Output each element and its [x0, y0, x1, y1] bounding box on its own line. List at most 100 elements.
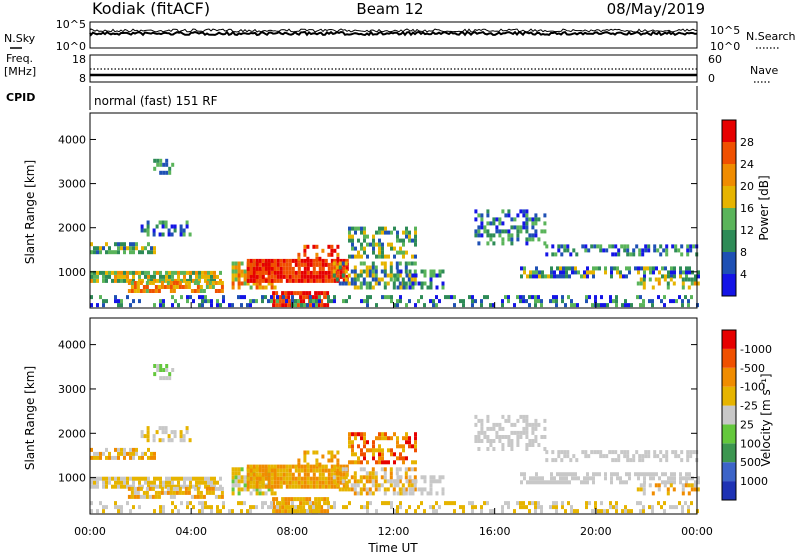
velocity-cell: [531, 422, 535, 427]
velocity-cell: [372, 440, 375, 445]
velocity-cell: [315, 458, 319, 463]
power-cell: [147, 274, 150, 279]
power-cell: [519, 295, 522, 300]
colorbar-tick-label: 12: [740, 224, 754, 237]
velocity-cell: [402, 444, 405, 449]
power-cell: [642, 277, 646, 282]
velocity-cell: [192, 476, 195, 481]
y-tick-label: 3000: [58, 383, 86, 396]
velocity-cell: [174, 476, 177, 481]
power-cell: [303, 258, 307, 263]
power-cell: [691, 270, 694, 275]
velocity-cell: [643, 476, 646, 481]
velocity-cell: [386, 487, 390, 492]
power-cell: [557, 248, 561, 253]
velocity-cell: [414, 444, 417, 449]
velocity-cell: [132, 447, 135, 452]
power-cell: [317, 291, 321, 296]
power-cell: [528, 233, 532, 238]
power-cell: [284, 291, 288, 296]
power-cell: [662, 248, 666, 253]
velocity-cell: [166, 490, 170, 495]
velocity-cell: [180, 501, 183, 506]
velocity-cell: [501, 435, 505, 439]
velocity-cell: [294, 484, 298, 489]
velocity-cell: [272, 509, 276, 514]
velocity-cell: [554, 458, 558, 463]
velocity-cell: [210, 480, 213, 485]
power-cell: [405, 230, 408, 235]
power-cell: [314, 295, 318, 300]
velocity-cell: [538, 480, 541, 485]
velocity-cell: [214, 494, 218, 499]
power-cell: [561, 299, 564, 304]
velocity-cell: [525, 418, 529, 423]
x-tick-label: 00:00: [681, 525, 713, 538]
velocity-cell: [389, 475, 393, 480]
power-cell: [423, 281, 427, 286]
velocity-cell: [562, 476, 565, 481]
velocity-cell: [139, 494, 143, 499]
power-cell: [519, 229, 523, 234]
velocity-cell: [305, 501, 309, 506]
velocity-cell: [309, 505, 312, 510]
velocity-cell: [507, 414, 511, 419]
velocity-cell: [480, 505, 483, 510]
power-cell: [389, 273, 393, 278]
power-cell: [667, 270, 670, 275]
power-cell: [423, 269, 427, 274]
velocity-cell: [270, 480, 274, 485]
colorbar-swatch: [722, 142, 736, 164]
power-cell: [308, 291, 312, 296]
power-cell: [312, 262, 316, 267]
velocity-cell: [371, 483, 375, 488]
power-cell: [276, 258, 280, 263]
velocity-cell: [381, 460, 384, 465]
power-cell: [363, 234, 366, 239]
power-cell: [474, 229, 478, 234]
power-cell: [480, 233, 484, 238]
power-cell: [332, 273, 336, 278]
velocity-cell: [528, 509, 531, 514]
power-cell: [281, 291, 285, 296]
power-cell: [531, 225, 535, 230]
power-cell: [360, 246, 363, 251]
power-cell: [604, 270, 607, 275]
power-cell: [557, 244, 561, 249]
power-cell: [108, 270, 111, 275]
power-cell: [625, 266, 628, 271]
power-cell: [120, 299, 123, 304]
power-cell: [327, 299, 330, 304]
power-cell: [117, 274, 120, 279]
velocity-cell: [501, 509, 504, 514]
power-cell: [605, 248, 609, 253]
power-cell: [585, 299, 588, 304]
velocity-cell: [312, 472, 316, 477]
velocity-cell: [302, 497, 306, 502]
power-cell: [240, 295, 243, 300]
power-cell: [693, 281, 697, 286]
velocity-cell: [453, 501, 456, 506]
power-cell: [639, 295, 642, 300]
velocity-cell: [282, 472, 286, 477]
velocity-cell: [305, 497, 309, 502]
power-cell: [522, 299, 525, 304]
velocity-cell: [195, 484, 198, 489]
velocity-cell: [90, 455, 93, 460]
velocity-cell: [345, 472, 349, 477]
velocity-cell: [281, 505, 285, 510]
velocity-cell: [471, 509, 474, 514]
power-cell: [441, 281, 445, 286]
velocity-cell: [303, 476, 307, 481]
power-cell: [408, 299, 411, 304]
velocity-cell: [272, 497, 276, 502]
power-cell: [342, 258, 346, 263]
velocity-cell: [462, 509, 465, 514]
velocity-cell: [147, 447, 150, 452]
power-cell: [384, 230, 387, 235]
velocity-cell: [228, 509, 231, 514]
power-cell: [237, 269, 241, 274]
velocity-cell: [297, 484, 301, 489]
power-cell: [300, 270, 304, 275]
power-cell: [407, 261, 411, 266]
